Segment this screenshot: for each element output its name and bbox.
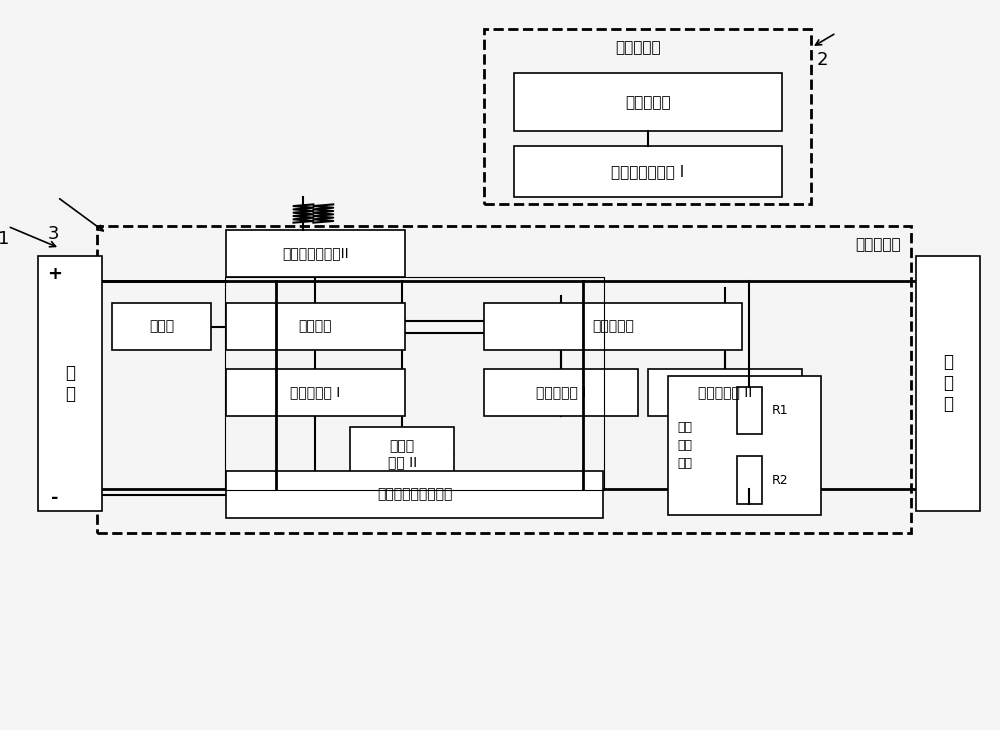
FancyBboxPatch shape (737, 387, 762, 434)
FancyBboxPatch shape (514, 146, 782, 197)
FancyBboxPatch shape (226, 303, 405, 350)
Text: -: - (51, 489, 59, 507)
Text: 电
池: 电 池 (65, 364, 75, 403)
FancyBboxPatch shape (484, 369, 638, 416)
Text: +: + (47, 265, 62, 283)
Text: 逆
变
器: 逆 变 器 (943, 353, 953, 413)
Text: R2: R2 (772, 474, 788, 487)
FancyBboxPatch shape (648, 369, 802, 416)
Text: 笔记本电脑: 笔记本电脑 (625, 95, 671, 110)
Text: 直流变换器 I: 直流变换器 I (290, 385, 340, 399)
Text: 无线收发器模块II: 无线收发器模块II (282, 247, 349, 261)
Text: R1: R1 (772, 404, 788, 418)
FancyBboxPatch shape (514, 73, 782, 131)
FancyBboxPatch shape (38, 255, 102, 511)
Text: 存储器: 存储器 (149, 320, 174, 334)
FancyBboxPatch shape (484, 303, 742, 350)
Text: 下位机部分: 下位机部分 (855, 237, 901, 253)
Text: 模数转换器: 模数转换器 (592, 320, 634, 334)
Text: 霍尔电流传感器模块: 霍尔电流传感器模块 (377, 488, 452, 502)
Text: 1: 1 (0, 230, 9, 248)
Text: 2: 2 (816, 51, 828, 69)
Text: 低通滤波器 II: 低通滤波器 II (698, 385, 752, 399)
FancyBboxPatch shape (668, 376, 821, 515)
Text: 3: 3 (47, 225, 59, 242)
Text: 微控制器: 微控制器 (299, 320, 332, 334)
FancyBboxPatch shape (737, 456, 762, 504)
Text: 无线收发器模块 I: 无线收发器模块 I (611, 164, 684, 179)
FancyBboxPatch shape (226, 471, 603, 518)
FancyBboxPatch shape (112, 303, 211, 350)
FancyBboxPatch shape (226, 230, 405, 277)
Text: 电阻
分压
电路: 电阻 分压 电路 (678, 420, 693, 470)
Text: 直流变
换器 II: 直流变 换器 II (388, 439, 417, 469)
FancyBboxPatch shape (916, 255, 980, 511)
Text: 低通滤波器 I: 低通滤波器 I (536, 385, 586, 399)
Text: 上位机部分: 上位机部分 (615, 40, 661, 55)
FancyBboxPatch shape (350, 427, 454, 482)
FancyBboxPatch shape (226, 369, 405, 416)
